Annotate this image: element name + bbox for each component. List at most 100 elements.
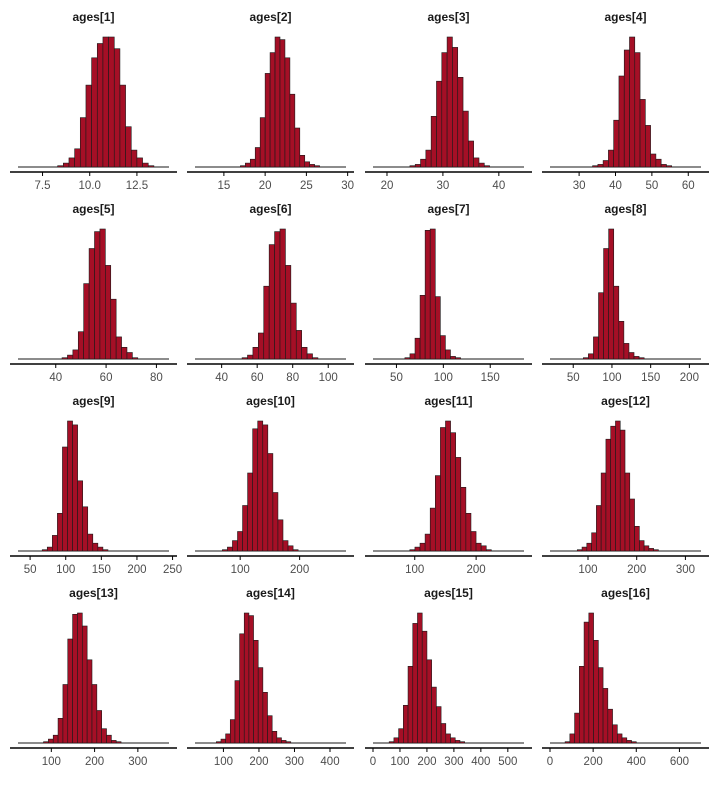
histogram-panel: ages[15] 0 100 200 300 400 500 [365, 586, 532, 768]
x-tick-label: 200 [127, 564, 146, 576]
histogram-bar [126, 352, 133, 360]
histogram-panel: ages[2] 15 20 25 30 [187, 10, 354, 192]
histogram-bar [57, 717, 64, 744]
x-tick-label: 200 [249, 756, 268, 768]
histogram-bar [569, 733, 575, 744]
histogram-bar [96, 43, 104, 168]
histogram-bar [92, 542, 99, 552]
histogram-bar [621, 737, 628, 744]
histogram-bar [579, 665, 585, 744]
x-tick-label: 100 [214, 756, 233, 768]
histogram-bar [445, 733, 451, 744]
histogram-bar [239, 633, 245, 744]
histogram-bar [136, 157, 143, 168]
x-tick-label: 30 [437, 180, 450, 192]
histogram-bar [648, 548, 654, 552]
histogram-bar [596, 505, 602, 552]
histogram-bar [459, 741, 465, 744]
histogram-bar [272, 492, 279, 552]
histogram-bar [591, 532, 597, 552]
histogram-bar [48, 738, 54, 744]
histogram-bar [102, 36, 109, 168]
x-tick-label: 200 [85, 756, 104, 768]
histogram-bar [414, 164, 421, 168]
histogram-bar [424, 230, 431, 360]
x-tick-label: 40 [49, 372, 62, 384]
histogram-bar [119, 84, 126, 168]
histogram-bar [295, 330, 302, 360]
histogram-bar [398, 728, 404, 744]
histogram-bar [285, 741, 292, 744]
histogram-bar [267, 715, 273, 744]
histogram-bar [429, 507, 436, 552]
histogram-bar [462, 110, 469, 168]
histogram-bar [407, 665, 414, 744]
histogram-panel: ages[16] 0 200 400 600 [542, 586, 709, 768]
x-tick-label: 200 [680, 372, 699, 384]
histogram-bar [634, 52, 641, 168]
x-tick-label: 500 [498, 756, 517, 768]
histogram-bar [121, 346, 128, 360]
histogram-bar [610, 425, 616, 552]
histogram-bar [113, 48, 121, 168]
histogram-bar [470, 531, 477, 552]
histogram-bar [91, 684, 98, 744]
histogram-bar [106, 734, 112, 744]
x-tick-label: 0 [370, 756, 376, 768]
x-tick-label: 40 [609, 180, 622, 192]
histogram-bar [269, 52, 276, 168]
histogram-bar [83, 283, 90, 360]
histogram-bar [222, 549, 228, 552]
histogram-bar [393, 737, 399, 744]
histogram-bar [629, 498, 635, 552]
histogram-bar [77, 480, 83, 552]
histogram-bar [108, 36, 115, 168]
histogram-bar [274, 231, 281, 360]
histogram-bar [445, 349, 451, 360]
histogram-bar [480, 545, 487, 552]
histogram-bar [86, 659, 93, 744]
histogram-bar [229, 719, 236, 744]
histogram-bar [666, 165, 673, 168]
histogram-bar [301, 346, 308, 360]
x-tick-label: 300 [676, 564, 695, 576]
x-tick-label: 100 [602, 372, 621, 384]
histogram-bar [593, 336, 599, 360]
histogram-bar [220, 738, 226, 744]
histogram-bar [309, 164, 315, 168]
histogram-bar [72, 424, 78, 552]
histogram-bar [618, 320, 625, 360]
histogram-bar [282, 540, 289, 552]
x-tick-label: 100 [231, 564, 250, 576]
panel-title: ages[5] [72, 202, 114, 216]
histogram-bar [436, 80, 443, 168]
histogram-bar [431, 686, 437, 744]
histogram-bar [414, 337, 421, 360]
histogram-bar [115, 336, 122, 360]
histogram-bar [457, 77, 464, 168]
histogram-bar [287, 545, 294, 552]
histogram-bar [576, 549, 583, 552]
histogram-bar [623, 343, 630, 360]
x-tick-label: 15 [217, 180, 230, 192]
histogram-bar [289, 93, 296, 168]
x-tick-label: 100 [56, 564, 75, 576]
histogram-bar [234, 680, 240, 744]
histogram-panel: ages[10] 100 200 [187, 394, 354, 576]
histogram-bar [232, 540, 238, 552]
x-tick-label: 300 [128, 756, 147, 768]
x-tick-label: 30 [341, 180, 354, 192]
x-tick-label: 400 [320, 756, 339, 768]
histogram-bar [245, 162, 251, 168]
histogram-bar [61, 357, 68, 360]
histogram-bar [252, 346, 259, 360]
x-tick-label: 200 [584, 756, 603, 768]
histogram-bar [46, 546, 53, 552]
histogram-bar [125, 126, 132, 168]
histogram-bar [478, 162, 485, 168]
histogram-bar [419, 294, 426, 360]
histogram-bar [412, 623, 418, 744]
histogram-bar [241, 357, 248, 360]
histogram-panel: ages[4] 30 40 50 60 [542, 10, 709, 192]
histogram-bar [242, 505, 248, 552]
